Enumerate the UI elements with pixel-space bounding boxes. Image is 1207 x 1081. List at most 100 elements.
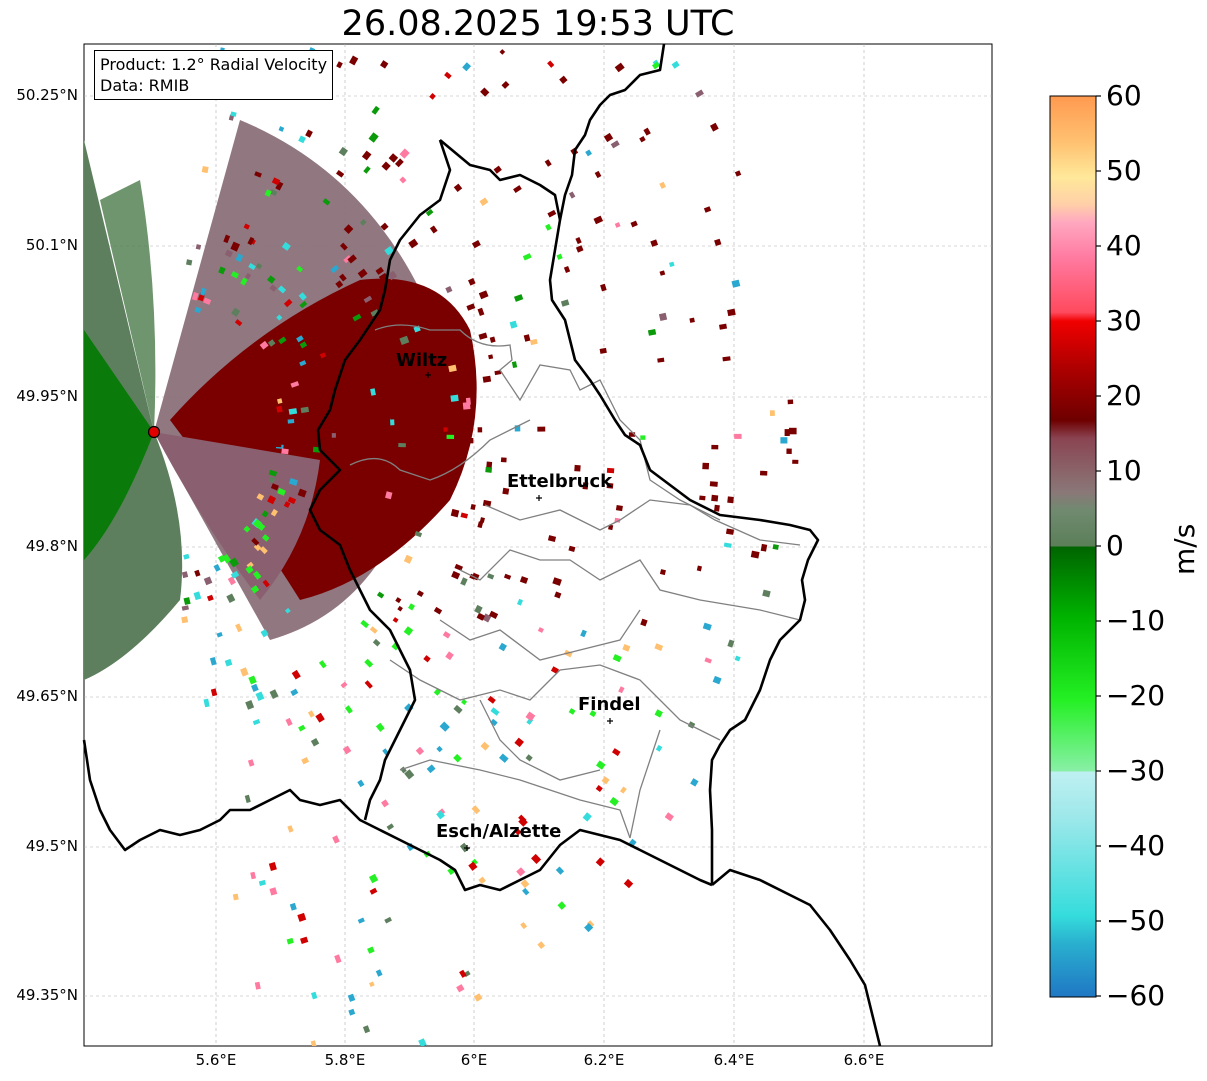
radar-gate — [195, 244, 202, 250]
radar-gate — [426, 764, 436, 774]
radar-gate — [664, 812, 674, 822]
radar-gate — [245, 272, 252, 280]
radar-gate — [415, 746, 425, 756]
radar-gate — [234, 319, 243, 327]
radar-gate — [297, 488, 307, 498]
radar-gate — [630, 220, 638, 228]
radar-gate — [689, 317, 695, 323]
radar-gate — [468, 861, 478, 871]
radar-gate — [258, 523, 266, 531]
radar-gate — [640, 618, 648, 627]
radar-gate — [376, 591, 385, 599]
lon-label-6-4: 6.4°E — [713, 1051, 755, 1069]
radar-gate — [399, 176, 407, 184]
radar-gate — [244, 794, 251, 803]
radar-gate — [398, 443, 406, 448]
radar-gate — [275, 441, 282, 448]
radar-gate — [261, 510, 269, 518]
radar-gate — [519, 576, 529, 584]
radar-gate — [277, 487, 286, 496]
radar-gate — [229, 557, 240, 568]
radar-gate — [628, 432, 636, 437]
radar-gate — [477, 307, 485, 316]
radar-gate — [487, 695, 496, 704]
radar-gate — [408, 603, 416, 611]
radar-gate — [276, 405, 283, 413]
radar-gate — [370, 309, 380, 317]
radar-gate — [271, 177, 281, 186]
radar-gate — [425, 208, 434, 217]
radar-gate — [513, 185, 522, 193]
radar-gate — [750, 550, 760, 559]
radar-gate — [369, 981, 375, 987]
radar-gate — [563, 265, 571, 274]
radar-gate — [530, 338, 538, 346]
radar-gate — [357, 779, 365, 788]
radar-gate — [516, 598, 524, 606]
radar-gate — [493, 165, 502, 174]
radar-gate — [518, 817, 528, 827]
radar-gate — [614, 62, 625, 73]
radar-gate — [453, 753, 462, 763]
radar-gate — [593, 215, 604, 225]
radar-gate — [429, 93, 436, 100]
radar-gate — [230, 241, 241, 252]
radar-gate — [298, 292, 307, 301]
radar-gate — [289, 902, 297, 911]
radar-gate — [371, 105, 380, 115]
radar-gate — [599, 347, 607, 354]
radar-gate — [609, 796, 619, 807]
radar-gate — [509, 320, 518, 329]
colorbar-tick-40: 40 — [1106, 229, 1142, 262]
radar-gate — [299, 300, 308, 309]
colorbar-tick-50: 50 — [1106, 154, 1142, 187]
radar-gate — [643, 127, 651, 136]
radar-gate — [433, 606, 443, 615]
radar-gate — [254, 171, 262, 178]
radar-gate — [470, 504, 476, 511]
radar-gate — [500, 457, 507, 463]
radar-gate — [499, 49, 506, 55]
radar-gate — [379, 478, 387, 486]
radar-gate — [595, 785, 603, 793]
radar-gate — [223, 234, 231, 244]
city-label-esch-alzette: Esch/Alzette — [436, 821, 562, 842]
radar-gate — [341, 313, 348, 321]
radar-gate — [286, 937, 294, 945]
radar-gate — [307, 710, 315, 718]
radar-gate — [290, 381, 300, 388]
radar-gate — [217, 555, 226, 563]
radar-gate — [185, 259, 193, 266]
radar-gate — [380, 222, 389, 231]
radar-gate — [654, 643, 664, 652]
lon-label-6-2: 6.2°E — [583, 1051, 625, 1069]
radar-gate — [251, 537, 260, 546]
radar-gate — [404, 769, 415, 780]
radar-echoes — [84, 120, 477, 680]
lat-label-49-35: 49.35°N — [16, 986, 78, 1004]
radar-gate — [466, 303, 476, 311]
radar-gate — [568, 191, 576, 199]
lat-label-49-8: 49.8°N — [25, 537, 78, 555]
radar-gate — [261, 572, 271, 582]
radar-gate — [336, 169, 345, 178]
radar-gate — [357, 917, 365, 924]
radar-gate — [299, 360, 307, 367]
radar-gate — [361, 150, 372, 161]
radar-gate — [622, 644, 631, 652]
marker-esch — [464, 845, 470, 851]
radar-gate — [575, 245, 584, 253]
radar-gate — [283, 501, 291, 508]
radar-gate — [369, 887, 378, 895]
radar-gate — [386, 542, 393, 549]
radar-gate — [392, 617, 399, 623]
radar-gate — [203, 297, 212, 305]
radar-gate — [253, 543, 262, 552]
colorbar-unit-label: m/s — [1168, 523, 1201, 575]
radar-gate — [381, 161, 391, 171]
radar-gate — [395, 597, 402, 604]
radar-gate — [281, 448, 289, 455]
radar-gate — [352, 313, 362, 322]
radar-gate — [780, 437, 788, 444]
